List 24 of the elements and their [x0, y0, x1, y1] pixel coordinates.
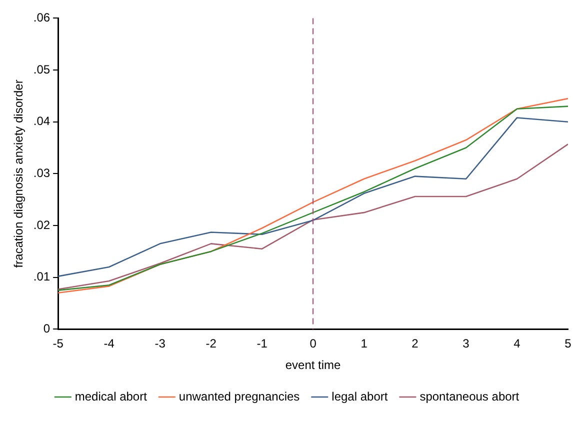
legend-label: medical abort [74, 389, 148, 404]
y-tick-label: .01 [33, 270, 50, 284]
y-tick-label: .05 [33, 62, 50, 76]
x-tick-label: -3 [154, 336, 166, 351]
y-tick-label: .03 [33, 166, 50, 180]
y-tick-label: 0 [43, 322, 50, 336]
y-tick-label: .04 [33, 114, 50, 128]
y-tick-label: .02 [33, 218, 50, 232]
x-tick-label: 3 [462, 336, 470, 351]
y-axis-title: fracation diagnosis anxiety disorder [12, 80, 26, 268]
x-tick-label: -4 [104, 336, 115, 351]
x-tick-label: 4 [514, 336, 521, 351]
legend-label: unwanted pregnancies [178, 389, 300, 404]
x-tick-label: -5 [52, 336, 64, 351]
x-tick-label: -2 [206, 336, 217, 351]
x-tick-label: 0 [310, 336, 317, 351]
x-axis-title: event time [285, 358, 342, 372]
legend-label: legal abort [332, 389, 388, 404]
x-tick-label: 5 [564, 336, 572, 351]
y-tick-label: .06 [33, 10, 50, 25]
x-tick-label: 2 [412, 336, 419, 351]
x-tick-label: 1 [360, 336, 368, 351]
legend-label: spontaneous abort [420, 389, 520, 404]
x-tick-label: -1 [256, 336, 268, 351]
